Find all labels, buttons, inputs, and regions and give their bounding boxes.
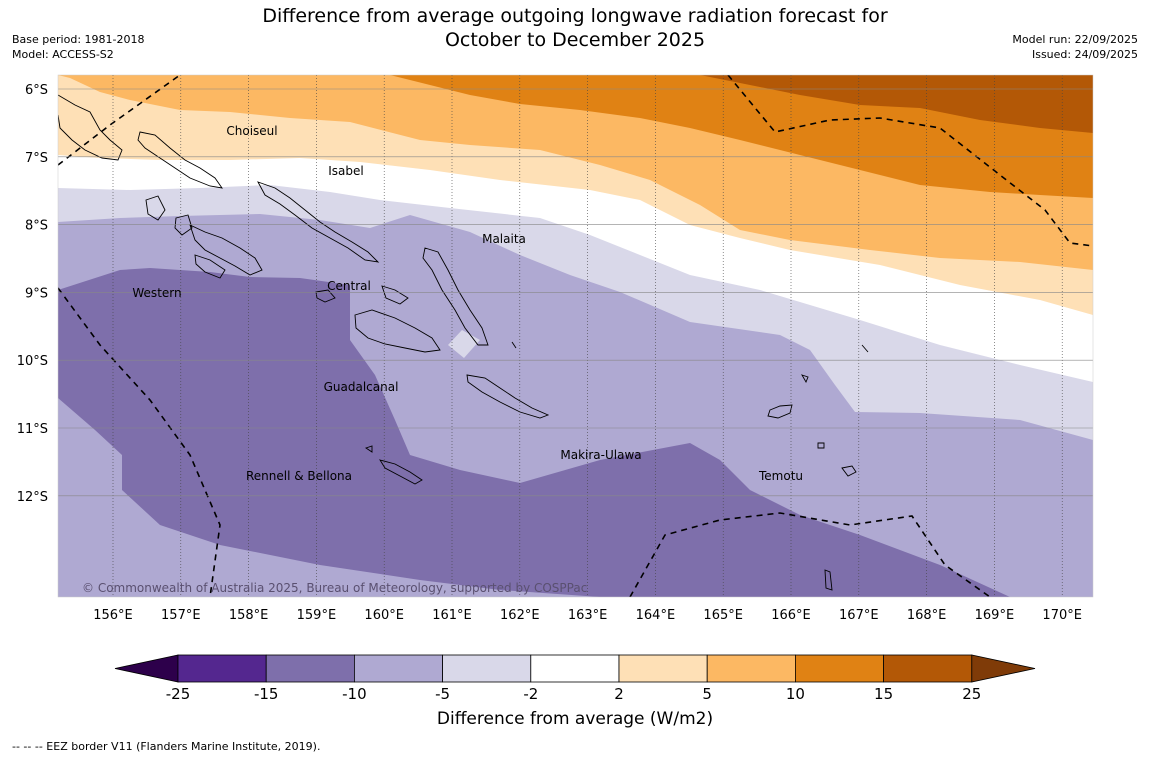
- longitude-label: 166°E: [771, 608, 811, 623]
- colorbar-tick-label: 10: [786, 685, 805, 703]
- longitude-label: 169°E: [975, 608, 1015, 623]
- latitude-label: 7°S: [25, 151, 48, 166]
- colorbar-tick-label: 5: [702, 685, 712, 703]
- colorbar: -25 -15 -10 -5 -2 2 5 10 15 25: [115, 655, 1035, 703]
- latitude-label: 11°S: [17, 422, 48, 437]
- region-western: Western: [132, 286, 181, 300]
- colorbar-swatch: [178, 655, 266, 682]
- longitude-label: 161°E: [432, 608, 472, 623]
- region-isabel: Isabel: [328, 164, 363, 178]
- latitude-label: 6°S: [25, 83, 48, 98]
- colorbar-tick-label: -5: [435, 685, 450, 703]
- region-temotu: Temotu: [758, 469, 803, 483]
- region-malaita: Malaita: [482, 232, 526, 246]
- colorbar-tick-label: 25: [962, 685, 981, 703]
- colorbar-tick-label: -25: [166, 685, 191, 703]
- map-figure: Choiseul Isabel Malaita Western Central …: [0, 0, 1150, 758]
- latitude-labels: 6°S 7°S 8°S 9°S 10°S 11°S 12°S: [17, 83, 48, 505]
- colorbar-swatch: [443, 655, 531, 682]
- longitude-label: 168°E: [907, 608, 947, 623]
- longitude-label: 167°E: [839, 608, 879, 623]
- region-rennell-bellona: Rennell & Bellona: [246, 469, 352, 483]
- latitude-label: 10°S: [17, 354, 48, 369]
- region-makira-ulawa: Makira-Ulawa: [560, 448, 641, 462]
- colorbar-swatch: [266, 655, 354, 682]
- latitude-label: 9°S: [25, 286, 48, 301]
- longitude-label: 158°E: [229, 608, 269, 623]
- latitude-label: 8°S: [25, 219, 48, 234]
- longitude-label: 164°E: [636, 608, 676, 623]
- copyright-text: © Commonwealth of Australia 2025, Bureau…: [82, 581, 587, 595]
- longitude-label: 170°E: [1042, 608, 1082, 623]
- colorbar-tick-label: -2: [523, 685, 538, 703]
- longitude-label: 157°E: [161, 608, 201, 623]
- longitude-label: 159°E: [297, 608, 337, 623]
- colorbar-over-arrow: [972, 655, 1035, 682]
- longitude-label: 160°E: [364, 608, 404, 623]
- colorbar-tick-label: -15: [254, 685, 279, 703]
- colorbar-swatch: [531, 655, 619, 682]
- latitude-label: 12°S: [17, 490, 48, 505]
- colorbar-under-arrow: [115, 655, 178, 682]
- colorbar-tick-label: 2: [614, 685, 624, 703]
- colorbar-label: Difference from average (W/m2): [0, 709, 1150, 729]
- longitude-label: 165°E: [703, 608, 743, 623]
- colorbar-swatch: [795, 655, 883, 682]
- colorbar-swatch: [707, 655, 795, 682]
- colorbar-swatch: [619, 655, 707, 682]
- eez-footnote: -- -- -- EEZ border V11 (Flanders Marine…: [12, 740, 320, 753]
- region-choiseul: Choiseul: [226, 124, 277, 138]
- map-field: [58, 75, 1093, 597]
- colorbar-swatch: [354, 655, 442, 682]
- region-guadalcanal: Guadalcanal: [324, 380, 399, 394]
- longitude-label: 163°E: [568, 608, 608, 623]
- longitude-labels: 156°E 157°E 158°E 159°E 160°E 161°E 162°E 163°E…: [93, 608, 1082, 623]
- colorbar-swatch: [884, 655, 972, 682]
- colorbar-tick-label: 15: [874, 685, 893, 703]
- region-central: Central: [327, 279, 371, 293]
- longitude-label: 156°E: [93, 608, 133, 623]
- longitude-label: 162°E: [500, 608, 540, 623]
- colorbar-tick-label: -10: [342, 685, 367, 703]
